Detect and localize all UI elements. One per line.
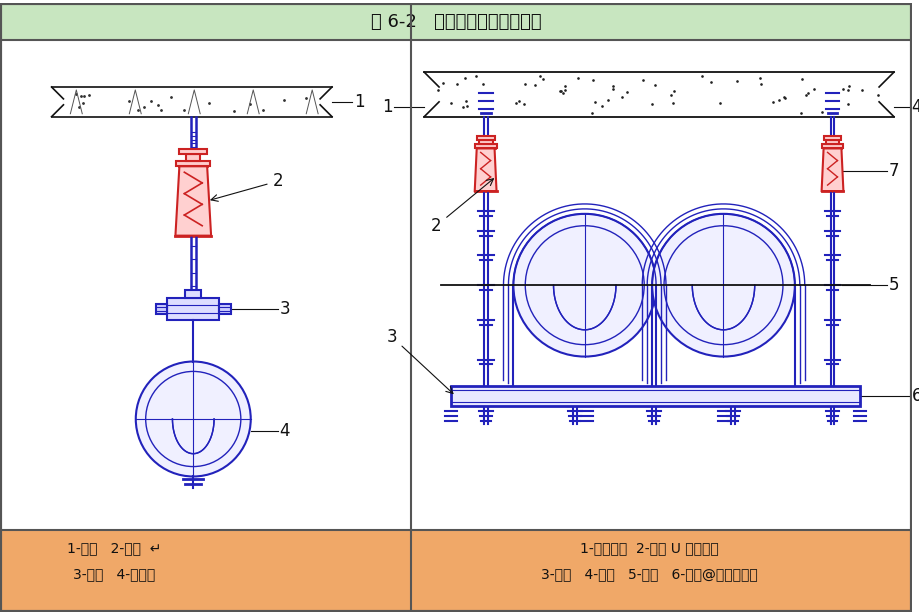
Text: 4: 4 [910, 98, 919, 116]
FancyBboxPatch shape [450, 386, 859, 406]
FancyBboxPatch shape [167, 298, 219, 320]
Text: 1-楼板   2-弹簧  ↵: 1-楼板 2-弹簧 ↵ [67, 541, 161, 555]
Circle shape [513, 214, 655, 357]
FancyBboxPatch shape [0, 530, 911, 613]
Text: 6: 6 [911, 387, 919, 405]
Text: 1: 1 [354, 93, 364, 111]
Text: 5: 5 [888, 276, 899, 294]
FancyBboxPatch shape [219, 304, 231, 314]
Text: 4: 4 [279, 422, 289, 440]
FancyBboxPatch shape [476, 135, 494, 140]
FancyBboxPatch shape [176, 161, 210, 166]
Polygon shape [176, 166, 210, 236]
FancyBboxPatch shape [478, 140, 492, 145]
FancyBboxPatch shape [823, 135, 841, 140]
Text: 7: 7 [888, 162, 899, 180]
Circle shape [136, 362, 251, 477]
Text: 3-吊架   4-管道。: 3-吊架 4-管道。 [73, 568, 155, 582]
Text: 1: 1 [381, 98, 392, 116]
Text: 1-膨胀螺栓  2-镀锌 U 型螺杆。: 1-膨胀螺栓 2-镀锌 U 型螺杆。 [579, 541, 718, 555]
Text: 3: 3 [279, 300, 289, 318]
Text: 2: 2 [210, 172, 283, 201]
FancyBboxPatch shape [155, 304, 167, 314]
Text: 3: 3 [386, 328, 452, 394]
FancyBboxPatch shape [179, 149, 207, 154]
Text: 图 6-2   水平管道的减震吊架。: 图 6-2 水平管道的减震吊架。 [370, 12, 540, 31]
FancyBboxPatch shape [187, 154, 200, 161]
FancyBboxPatch shape [824, 140, 838, 145]
FancyBboxPatch shape [821, 145, 843, 148]
FancyBboxPatch shape [185, 290, 201, 298]
Text: 2: 2 [431, 179, 493, 235]
Circle shape [652, 214, 794, 357]
Polygon shape [821, 148, 843, 191]
Polygon shape [474, 148, 496, 191]
FancyBboxPatch shape [0, 2, 911, 41]
Text: 3-槽钢   4-楼板   5-吊杆   6-头条@建筑界一哥: 3-槽钢 4-楼板 5-吊杆 6-头条@建筑界一哥 [540, 568, 756, 582]
FancyBboxPatch shape [474, 145, 496, 148]
